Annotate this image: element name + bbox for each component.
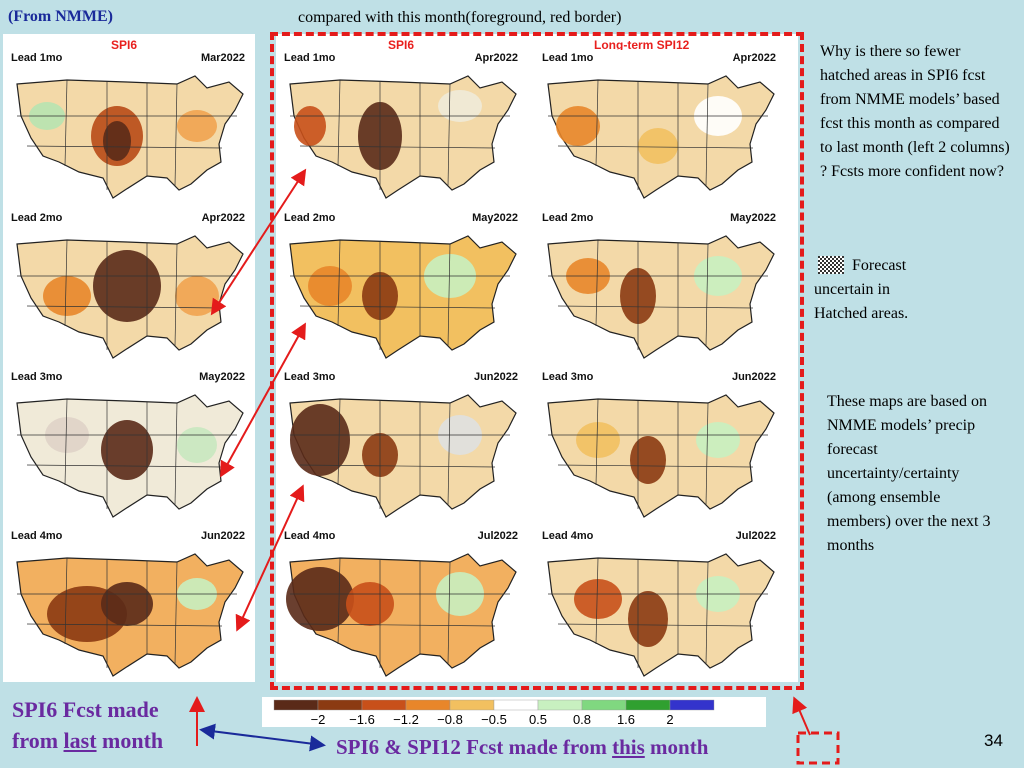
mid-panel-title: SPI6 bbox=[388, 38, 415, 52]
left-panel-title: SPI6 bbox=[111, 38, 138, 52]
right-us-map-graphic bbox=[547, 394, 775, 518]
right-panel-title: Long-term SPI12 bbox=[594, 38, 690, 52]
arrow-lead2-to-lead1 bbox=[210, 168, 307, 316]
legend-swatch bbox=[273, 699, 319, 711]
right-map-3: Lead 3mo Jun2022 bbox=[538, 369, 782, 521]
right-map-date-label: Jun2022 bbox=[731, 371, 776, 383]
mid-map-date-label: Apr2022 bbox=[474, 52, 518, 64]
left-map-4: Lead 4mo Jun2022 bbox=[7, 528, 251, 680]
last-month-line2: from last month bbox=[12, 728, 164, 753]
left-map-1: Lead 1mo Mar2022 bbox=[7, 50, 251, 202]
right-map-2: Lead 2mo May2022 bbox=[538, 210, 782, 362]
mid-us-map-graphic bbox=[289, 235, 517, 359]
left-map-lead-label: Lead 3mo bbox=[11, 371, 63, 383]
right-us-map-graphic bbox=[547, 75, 775, 199]
mid-map-1: Lead 1mo Apr2022 bbox=[280, 50, 524, 202]
spi-color-legend: −2 −1.6 −1.2 −0.8 −0.5 0.5 0.8 1.6 2 bbox=[262, 697, 766, 727]
right-map-lead-label: Lead 3mo bbox=[542, 371, 594, 383]
hatch-swatch-icon bbox=[818, 256, 844, 274]
legend-tick-label: 0.8 bbox=[573, 712, 591, 727]
legend-tick-label: −0.8 bbox=[437, 712, 463, 727]
hatch-label-line2: uncertain in bbox=[814, 281, 890, 298]
question-text: Why is there so fewer hatched areas in S… bbox=[820, 43, 1010, 180]
mid-map-date-label: May2022 bbox=[472, 212, 518, 224]
left-us-map-graphic bbox=[16, 235, 244, 359]
right-map-lead-label: Lead 1mo bbox=[542, 52, 594, 64]
left-us-map-graphic bbox=[16, 553, 244, 677]
right-map-4: Lead 4mo Jul2022 bbox=[538, 528, 782, 680]
this-month-caption: SPI6 & SPI12 Fcst made from this month bbox=[336, 735, 709, 759]
legend-swatch bbox=[493, 699, 539, 711]
hatch-label-line1: Forecast bbox=[852, 257, 907, 274]
mid-map-4: Lead 4mo Jul2022 bbox=[280, 528, 524, 680]
left-us-map-graphic bbox=[16, 394, 244, 518]
right-map-1: Lead 1mo Apr2022 bbox=[538, 50, 782, 202]
legend-tick-label: 2 bbox=[666, 712, 673, 727]
left-map-date-label: Mar2022 bbox=[200, 52, 245, 64]
legend-swatch bbox=[317, 699, 363, 711]
mid-map-3: Lead 3mo Jun2022 bbox=[280, 369, 524, 521]
last-month-line1: SPI6 Fcst made bbox=[12, 697, 159, 722]
legend-swatch bbox=[669, 699, 715, 711]
small-dashed-box bbox=[796, 731, 840, 765]
legend-swatch bbox=[625, 699, 671, 711]
right-map-lead-label: Lead 2mo bbox=[542, 212, 594, 224]
left-map-lead-label: Lead 1mo bbox=[11, 52, 63, 64]
left-map-3: Lead 3mo May2022 bbox=[7, 369, 251, 521]
legend-swatch bbox=[581, 699, 627, 711]
legend-tick-label: −0.5 bbox=[481, 712, 507, 727]
arrow-lead4-to-lead3 bbox=[235, 484, 305, 632]
left-map-panel: SPI6 Lead 1mo Mar2022 Lead 2mo Apr2022 Lead … bbox=[3, 34, 255, 682]
page-number: 34 bbox=[984, 731, 1003, 750]
legend-swatch bbox=[449, 699, 495, 711]
left-map-date-label: Jun2022 bbox=[200, 530, 245, 542]
right-map-lead-label: Lead 4mo bbox=[542, 530, 594, 542]
legend-colorbar: −2 −1.6 −1.2 −0.8 −0.5 0.5 0.8 1.6 2 bbox=[273, 699, 715, 727]
current-map-panel: SPI6 Long-term SPI12 Lead 1mo Apr2022 Lead… bbox=[276, 34, 798, 682]
comparison-caption: compared with this month(foreground, red… bbox=[298, 9, 622, 26]
right-map-date-label: Apr2022 bbox=[732, 52, 776, 64]
legend-swatch bbox=[537, 699, 583, 711]
legend-tick-label: 1.6 bbox=[617, 712, 635, 727]
hatch-label-line3: Hatched areas. bbox=[814, 305, 909, 322]
mid-map-lead-label: Lead 1mo bbox=[284, 52, 336, 64]
right-us-map-graphic bbox=[547, 553, 775, 677]
legend-swatch bbox=[405, 699, 451, 711]
last-month-caption: SPI6 Fcst made from last month bbox=[12, 694, 163, 756]
right-map-date-label: May2022 bbox=[730, 212, 776, 224]
right-us-map-graphic bbox=[547, 235, 775, 359]
mid-us-map-graphic bbox=[289, 75, 517, 199]
left-map-lead-label: Lead 4mo bbox=[11, 530, 63, 542]
right-map-date-label: Jul2022 bbox=[735, 530, 776, 542]
legend-tick-label: −1.6 bbox=[349, 712, 375, 727]
legend-tick-label: −2 bbox=[311, 712, 326, 727]
legend-swatch bbox=[361, 699, 407, 711]
source-label: (From NMME) bbox=[8, 8, 113, 25]
left-map-2: Lead 2mo Apr2022 bbox=[7, 210, 251, 362]
left-us-map-graphic bbox=[16, 75, 244, 199]
legend-tick-label: −1.2 bbox=[393, 712, 419, 727]
arrow-bottom-blue bbox=[199, 723, 326, 752]
arrow-to-dashed-box bbox=[792, 696, 811, 736]
left-map-lead-label: Lead 2mo bbox=[11, 212, 63, 224]
mid-map-date-label: Jun2022 bbox=[473, 371, 518, 383]
mid-map-date-label: Jul2022 bbox=[477, 530, 518, 542]
methodology-note: These maps are based on NMME models’ pre… bbox=[827, 393, 991, 554]
legend-tick-label: 0.5 bbox=[529, 712, 547, 727]
arrow-lead3-to-lead2 bbox=[220, 322, 306, 478]
